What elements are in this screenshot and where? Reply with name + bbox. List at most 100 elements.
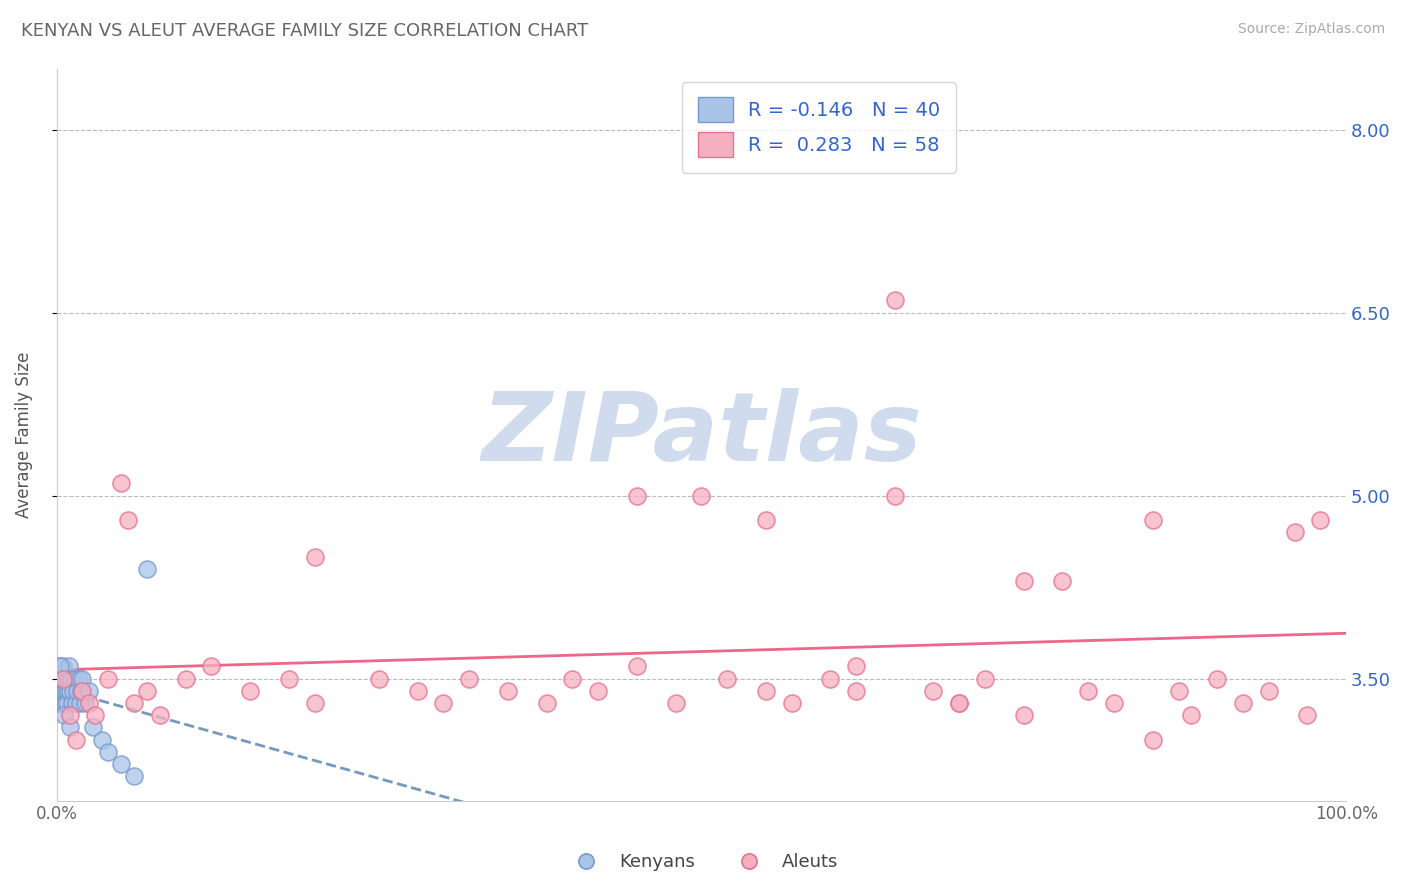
Point: [690, 489, 713, 503]
Point: [49, 696, 72, 710]
Point: [90, 732, 112, 747]
Point: [53, 672, 76, 686]
Point: [368, 672, 391, 686]
Point: [49, 672, 72, 686]
Point: [48, 683, 70, 698]
Legend: Kenyans, Aleuts: Kenyans, Aleuts: [561, 847, 845, 879]
Point: [46, 672, 69, 686]
Point: [1206, 672, 1229, 686]
Point: [239, 683, 262, 698]
Point: [69, 696, 91, 710]
Point: [63, 672, 86, 686]
Point: [53, 696, 76, 710]
Point: [52, 659, 75, 673]
Point: [1167, 683, 1189, 698]
Point: [536, 696, 558, 710]
Point: [110, 476, 132, 491]
Point: [49, 659, 72, 673]
Point: [406, 683, 429, 698]
Point: [974, 672, 997, 686]
Point: [59, 672, 82, 686]
Point: [58, 659, 80, 673]
Point: [304, 696, 326, 710]
Point: [626, 489, 648, 503]
Y-axis label: Average Family Size: Average Family Size: [15, 351, 32, 517]
Point: [496, 683, 519, 698]
Point: [820, 672, 842, 686]
Point: [52, 683, 75, 698]
Point: [458, 672, 481, 686]
Point: [1102, 696, 1125, 710]
Point: [665, 696, 688, 710]
Point: [72, 672, 94, 686]
Point: [149, 708, 172, 723]
Point: [174, 672, 197, 686]
Text: ZIPatlas: ZIPatlas: [481, 388, 922, 481]
Point: [1309, 513, 1331, 527]
Point: [55, 683, 77, 698]
Point: [1012, 574, 1035, 588]
Point: [780, 696, 803, 710]
Point: [55, 672, 77, 686]
Point: [58, 672, 80, 686]
Point: [1180, 708, 1202, 723]
Point: [58, 720, 80, 734]
Point: [135, 562, 157, 576]
Point: [1284, 525, 1306, 540]
Point: [56, 683, 79, 698]
Point: [845, 659, 868, 673]
Point: [586, 683, 609, 698]
Point: [48, 659, 70, 673]
Point: [110, 757, 132, 772]
Point: [122, 696, 145, 710]
Point: [60, 696, 83, 710]
Point: [77, 683, 100, 698]
Point: [58, 683, 80, 698]
Point: [1142, 513, 1164, 527]
Point: [716, 672, 738, 686]
Point: [53, 708, 76, 723]
Point: [1257, 683, 1279, 698]
Point: [1232, 696, 1254, 710]
Point: [51, 672, 73, 686]
Point: [56, 696, 79, 710]
Point: [561, 672, 583, 686]
Point: [1142, 732, 1164, 747]
Point: [122, 769, 145, 783]
Point: [883, 293, 905, 308]
Point: [135, 683, 157, 698]
Point: [49, 683, 72, 698]
Point: [65, 732, 87, 747]
Point: [948, 696, 970, 710]
Point: [65, 696, 87, 710]
Point: [82, 720, 104, 734]
Point: [77, 696, 100, 710]
Point: [1077, 683, 1099, 698]
Text: KENYAN VS ALEUT AVERAGE FAMILY SIZE CORRELATION CHART: KENYAN VS ALEUT AVERAGE FAMILY SIZE CORR…: [21, 22, 588, 40]
Point: [1296, 708, 1319, 723]
Point: [97, 672, 120, 686]
Point: [845, 683, 868, 698]
Point: [922, 683, 945, 698]
Point: [84, 708, 107, 723]
Point: [117, 513, 139, 527]
Point: [51, 696, 73, 710]
Point: [883, 489, 905, 503]
Point: [62, 683, 84, 698]
Point: [58, 708, 80, 723]
Point: [67, 672, 90, 686]
Point: [1012, 708, 1035, 723]
Point: [200, 659, 222, 673]
Point: [73, 696, 96, 710]
Point: [626, 659, 648, 673]
Point: [432, 696, 454, 710]
Point: [277, 672, 299, 686]
Point: [755, 513, 778, 527]
Point: [948, 696, 970, 710]
Text: Source: ZipAtlas.com: Source: ZipAtlas.com: [1237, 22, 1385, 37]
Point: [97, 745, 120, 759]
Point: [1052, 574, 1074, 588]
Legend: R = -0.146   N = 40, R =  0.283   N = 58: R = -0.146 N = 40, R = 0.283 N = 58: [682, 82, 956, 173]
Point: [66, 683, 89, 698]
Point: [304, 549, 326, 564]
